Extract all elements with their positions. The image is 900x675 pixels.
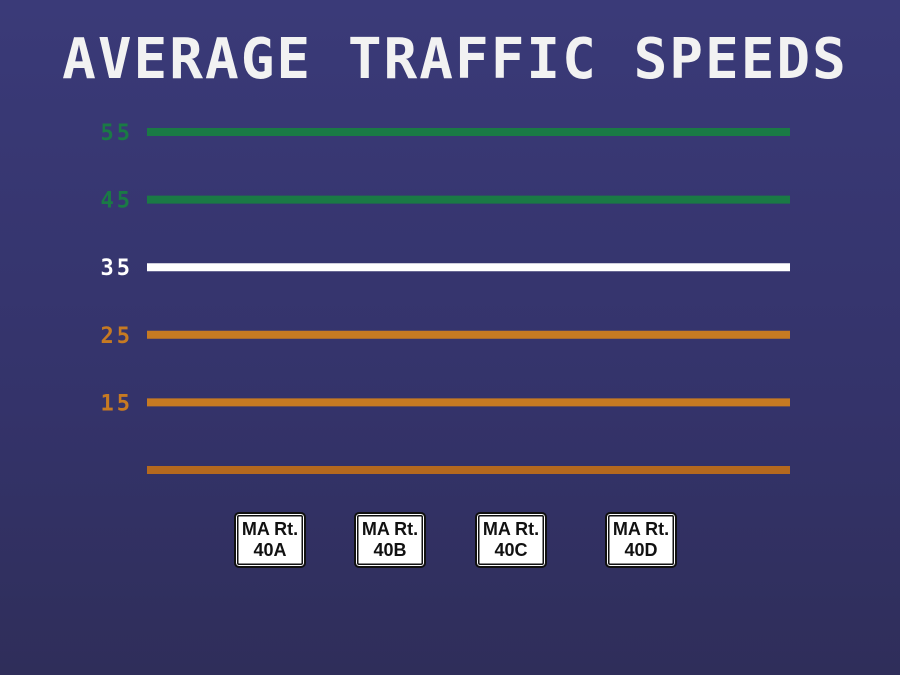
route-sign-line1: MA Rt. <box>482 519 540 540</box>
route-sign-40d: MA Rt. 40D <box>605 512 677 568</box>
y-tick-label: 25 <box>101 324 134 349</box>
route-sign-line1: MA Rt. <box>241 519 299 540</box>
route-sign-line2: 40B <box>373 540 407 560</box>
chart-title: AVERAGE TRAFFIC SPEEDS <box>62 27 848 92</box>
y-tick-label: 15 <box>101 391 134 416</box>
route-sign-line1: MA Rt. <box>361 519 419 540</box>
route-sign-line2: 40C <box>494 540 528 560</box>
y-tick-label: 55 <box>101 121 134 146</box>
route-sign-line2: 40A <box>253 540 287 560</box>
route-sign-40a: MA Rt. 40A <box>234 512 306 568</box>
route-sign-40c: MA Rt. 40C <box>475 512 547 568</box>
y-tick-label: 45 <box>101 189 134 214</box>
route-sign-line2: 40D <box>624 540 658 560</box>
speed-gridlines: 55 45 35 25 15 <box>101 121 790 474</box>
route-sign-40b: MA Rt. 40B <box>354 512 426 568</box>
y-tick-label: 35 <box>101 256 134 281</box>
route-sign-line1: MA Rt. <box>612 519 670 540</box>
